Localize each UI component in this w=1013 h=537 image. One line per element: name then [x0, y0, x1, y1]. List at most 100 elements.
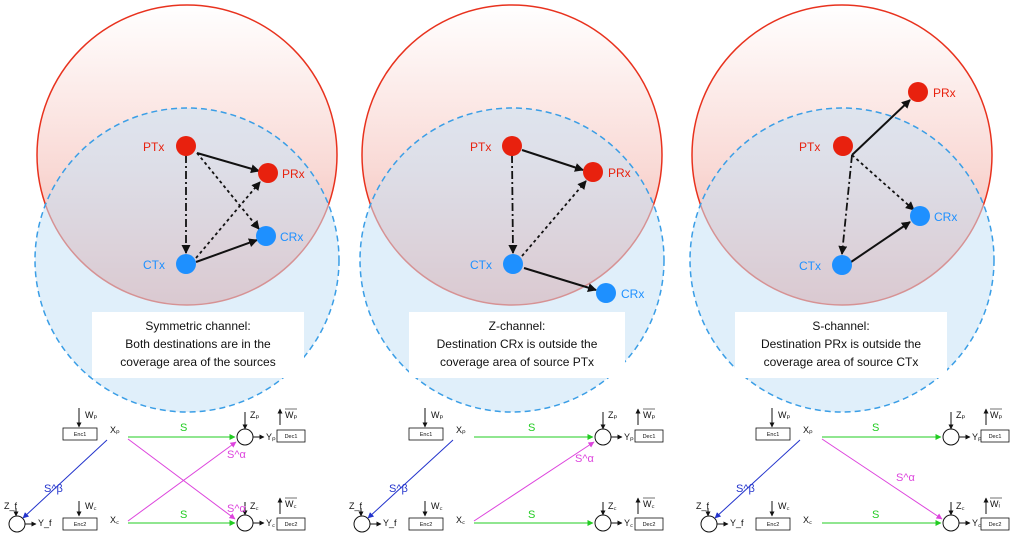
panel-symmetric: PTx PRx CTx CRx Symmetric channel: Both …	[4, 4, 340, 533]
caption-line-2: Destination CRx is outside the	[437, 337, 598, 351]
link-ctx-crx	[850, 221, 911, 263]
ptx-node	[833, 136, 853, 156]
dec1-box	[980, 429, 1010, 443]
dec2-box	[276, 517, 306, 531]
s-top-label: S	[528, 422, 535, 434]
s-bottom-label: S	[528, 509, 535, 521]
link-ptx-crx	[196, 152, 260, 230]
xp-label: Xₚ	[803, 425, 813, 435]
zf-label: Z_f	[349, 501, 363, 511]
s-cross-bottom-label: S^α	[227, 503, 246, 515]
panel-s-channel: PTx PRx CTx CRx S-channel: Destination P…	[689, 4, 1010, 533]
receiver-c-sum	[942, 514, 960, 532]
dec2-box	[980, 517, 1010, 531]
yc-label: Y꜀	[624, 518, 633, 528]
caption-box	[92, 312, 304, 378]
enc2-box	[408, 517, 444, 531]
s-cross-top-label: S^α	[227, 449, 246, 461]
enc2-label: Enc2	[420, 522, 433, 528]
wc-hat-label: Wᵢ	[990, 499, 1000, 509]
ptx-label: PTx	[470, 140, 491, 154]
crx-node	[256, 226, 276, 246]
link-ctx-crx	[195, 238, 258, 263]
s-cross-label: S^α	[575, 453, 594, 465]
s-beta-label: S^β	[736, 483, 755, 495]
crx-label: CRx	[934, 210, 957, 224]
link-ptx-prx	[521, 149, 584, 172]
enc1-label: Enc1	[420, 432, 433, 438]
enc1-label: Enc1	[767, 432, 780, 438]
dec2-label: Dec2	[643, 522, 656, 528]
xp-label: Xₚ	[456, 425, 466, 435]
dec2-label: Dec2	[285, 522, 298, 528]
wc-label: W꜀	[778, 501, 790, 511]
zf-label: Z_f	[4, 501, 18, 511]
ptx-label: PTx	[799, 140, 820, 154]
enc1-box	[408, 427, 444, 441]
relay-sum	[8, 515, 26, 533]
ctx-node	[503, 254, 523, 274]
enc2-label: Enc2	[767, 522, 780, 528]
enc1-box	[62, 427, 98, 441]
yp-label: Yₚ	[266, 432, 276, 442]
s-top-label: S	[180, 422, 187, 434]
yp-label: Yₚ	[972, 432, 982, 442]
link-ptx-crx	[851, 154, 915, 211]
magenta-link-p-to-c	[127, 438, 236, 520]
wp-label: Wₚ	[85, 410, 97, 420]
magenta-link-p-to-c	[821, 438, 943, 520]
dec2-label: Dec2	[989, 522, 1002, 528]
xp-label: Xₚ	[110, 425, 120, 435]
wc-hat-label: W꜀	[643, 499, 655, 509]
receiver-p-sum	[236, 428, 254, 446]
crx-node	[910, 206, 930, 226]
prx-node	[908, 82, 928, 102]
s-beta-label: S^β	[389, 483, 408, 495]
ptx-node	[502, 136, 522, 156]
prx-node	[258, 163, 278, 183]
caption-line-1: Z-channel:	[489, 319, 546, 333]
link-ptx-ctx	[508, 154, 518, 254]
yp-label: Yₚ	[624, 432, 634, 442]
crx-node	[596, 283, 616, 303]
wp-label: Wₚ	[431, 410, 443, 420]
prx-label: PRx	[933, 86, 956, 100]
wc-label: W꜀	[431, 501, 443, 511]
prx-node	[583, 162, 603, 182]
zf-label: Z_f	[696, 501, 710, 511]
relay-sum	[700, 515, 718, 533]
caption-line-2: Destination PRx is outside the	[761, 337, 921, 351]
wc-hat-label: W꜀	[285, 499, 297, 509]
caption-box	[409, 312, 625, 378]
ctx-label: CTx	[799, 259, 821, 273]
enc1-box	[755, 427, 791, 441]
link-ptx-prx	[851, 99, 911, 156]
block-model: Wₚ Enc1 Xₚ Zₚ Yₚ Wₚ Dec1 Z_f Y_f W꜀ Enc2…	[696, 408, 1010, 533]
zp-label: Zₚ	[956, 410, 965, 420]
wc-label: W꜀	[85, 501, 97, 511]
wp-hat-label: Wₚ	[643, 410, 655, 420]
blue-link-beta	[22, 439, 108, 519]
yc-label: Y꜀	[972, 518, 981, 528]
zp-label: Zₚ	[250, 410, 259, 420]
yf-label: Y_f	[730, 518, 744, 528]
enc2-label: Enc2	[74, 522, 87, 528]
wp-hat-label: Wₚ	[285, 410, 297, 420]
dec1-box	[276, 429, 306, 443]
wp-hat-label: Wₚ	[990, 410, 1002, 420]
ctx-label: CTx	[470, 258, 492, 272]
prx-label: PRx	[608, 166, 631, 180]
enc1-label: Enc1	[74, 432, 87, 438]
block-model: Wₚ Enc1 Xₚ Zₚ Yₚ Wₚ Dec1 Z_f Y_f W꜀ Enc2…	[349, 408, 664, 533]
ctx-node	[832, 255, 852, 275]
link-ptx-ctx	[838, 154, 853, 255]
wp-label: Wₚ	[778, 410, 790, 420]
zc-label: Z꜀	[608, 501, 617, 511]
zp-label: Zₚ	[608, 410, 617, 420]
ctx-node	[176, 254, 196, 274]
receiver-p-sum	[594, 428, 612, 446]
relay-sum	[353, 515, 371, 533]
yf-label: Y_f	[38, 518, 52, 528]
yf-label: Y_f	[383, 518, 397, 528]
